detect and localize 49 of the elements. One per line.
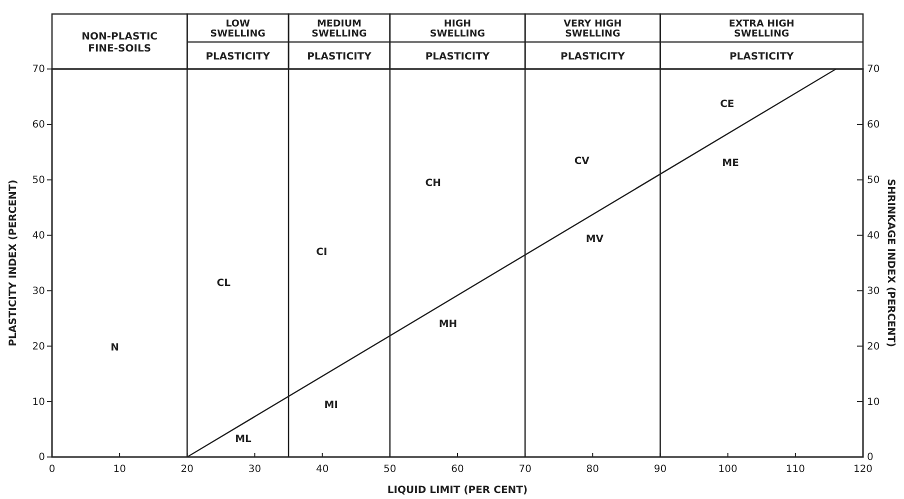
annotation: CH (425, 178, 442, 190)
text: LOW SWELLING PLASTICITY (206, 18, 270, 62)
x-tick-label: 80 (586, 464, 600, 476)
annotation: ME (722, 158, 740, 170)
y-axis-title: PLASTICITY INDEX (PERCENT) (8, 180, 19, 346)
y-tick-label: 0 (38, 452, 45, 464)
y-tick-label: 60 (32, 120, 45, 131)
y-tick-label: 30 (32, 286, 45, 297)
x-tick-label: 60 (451, 464, 464, 476)
annotation: MI (324, 400, 338, 411)
y-tick-label: 10 (32, 396, 45, 408)
text: VERY HIGH SWELLING PLASTICITY (560, 18, 625, 62)
y2-tick-label: 30 (867, 286, 880, 297)
annotation: CL (216, 278, 232, 289)
x-tick-label: 0 (48, 464, 56, 476)
y2-tick-label: 40 (867, 230, 880, 242)
y-tick-label: 40 (32, 230, 45, 242)
y2-tick-label: 50 (867, 175, 880, 186)
y2-tick-label: 0 (867, 452, 874, 464)
annotation: MH (438, 318, 458, 330)
x-tick-label: 40 (316, 464, 329, 476)
y-tick-label: 50 (32, 175, 45, 186)
x-tick-label: 20 (180, 464, 194, 476)
annotation: CE (720, 98, 734, 110)
y2-tick-label: 10 (867, 396, 880, 408)
y2-tick-label: 20 (867, 341, 880, 352)
y2-axis-title: SHRINKAGE INDEX (PERCENT) (885, 178, 896, 348)
y-tick-label: 20 (32, 341, 45, 352)
x-tick-label: 90 (654, 464, 667, 476)
x-tick-label: 10 (113, 464, 126, 476)
x-tick-label: 50 (384, 464, 396, 476)
text: NON-PLASTIC FINE-SOILS (82, 32, 158, 54)
x-tick-label: 30 (248, 464, 262, 476)
y2-tick-label: 70 (867, 64, 880, 76)
text: HIGH SWELLING PLASTICITY (425, 18, 490, 62)
y-tick-label: 70 (32, 64, 45, 76)
annotation: MV (586, 234, 604, 246)
text: MEDIUM SWELLING PLASTICITY (307, 18, 372, 62)
x-tick-label: 120 (853, 464, 873, 476)
x-tick-label: 70 (518, 464, 532, 476)
text: EXTRA HIGH SWELLING PLASTICITY (728, 18, 794, 62)
annotation: N (110, 342, 120, 354)
annotation: CI (316, 246, 328, 258)
x-tick-label: 110 (786, 464, 805, 476)
annotation: CV (574, 156, 590, 167)
annotation: ML (235, 434, 252, 446)
x-axis-title: LIQUID LIMIT (PER CENT) (387, 485, 528, 496)
y2-tick-label: 60 (867, 120, 880, 131)
x-tick-label: 100 (718, 464, 738, 476)
